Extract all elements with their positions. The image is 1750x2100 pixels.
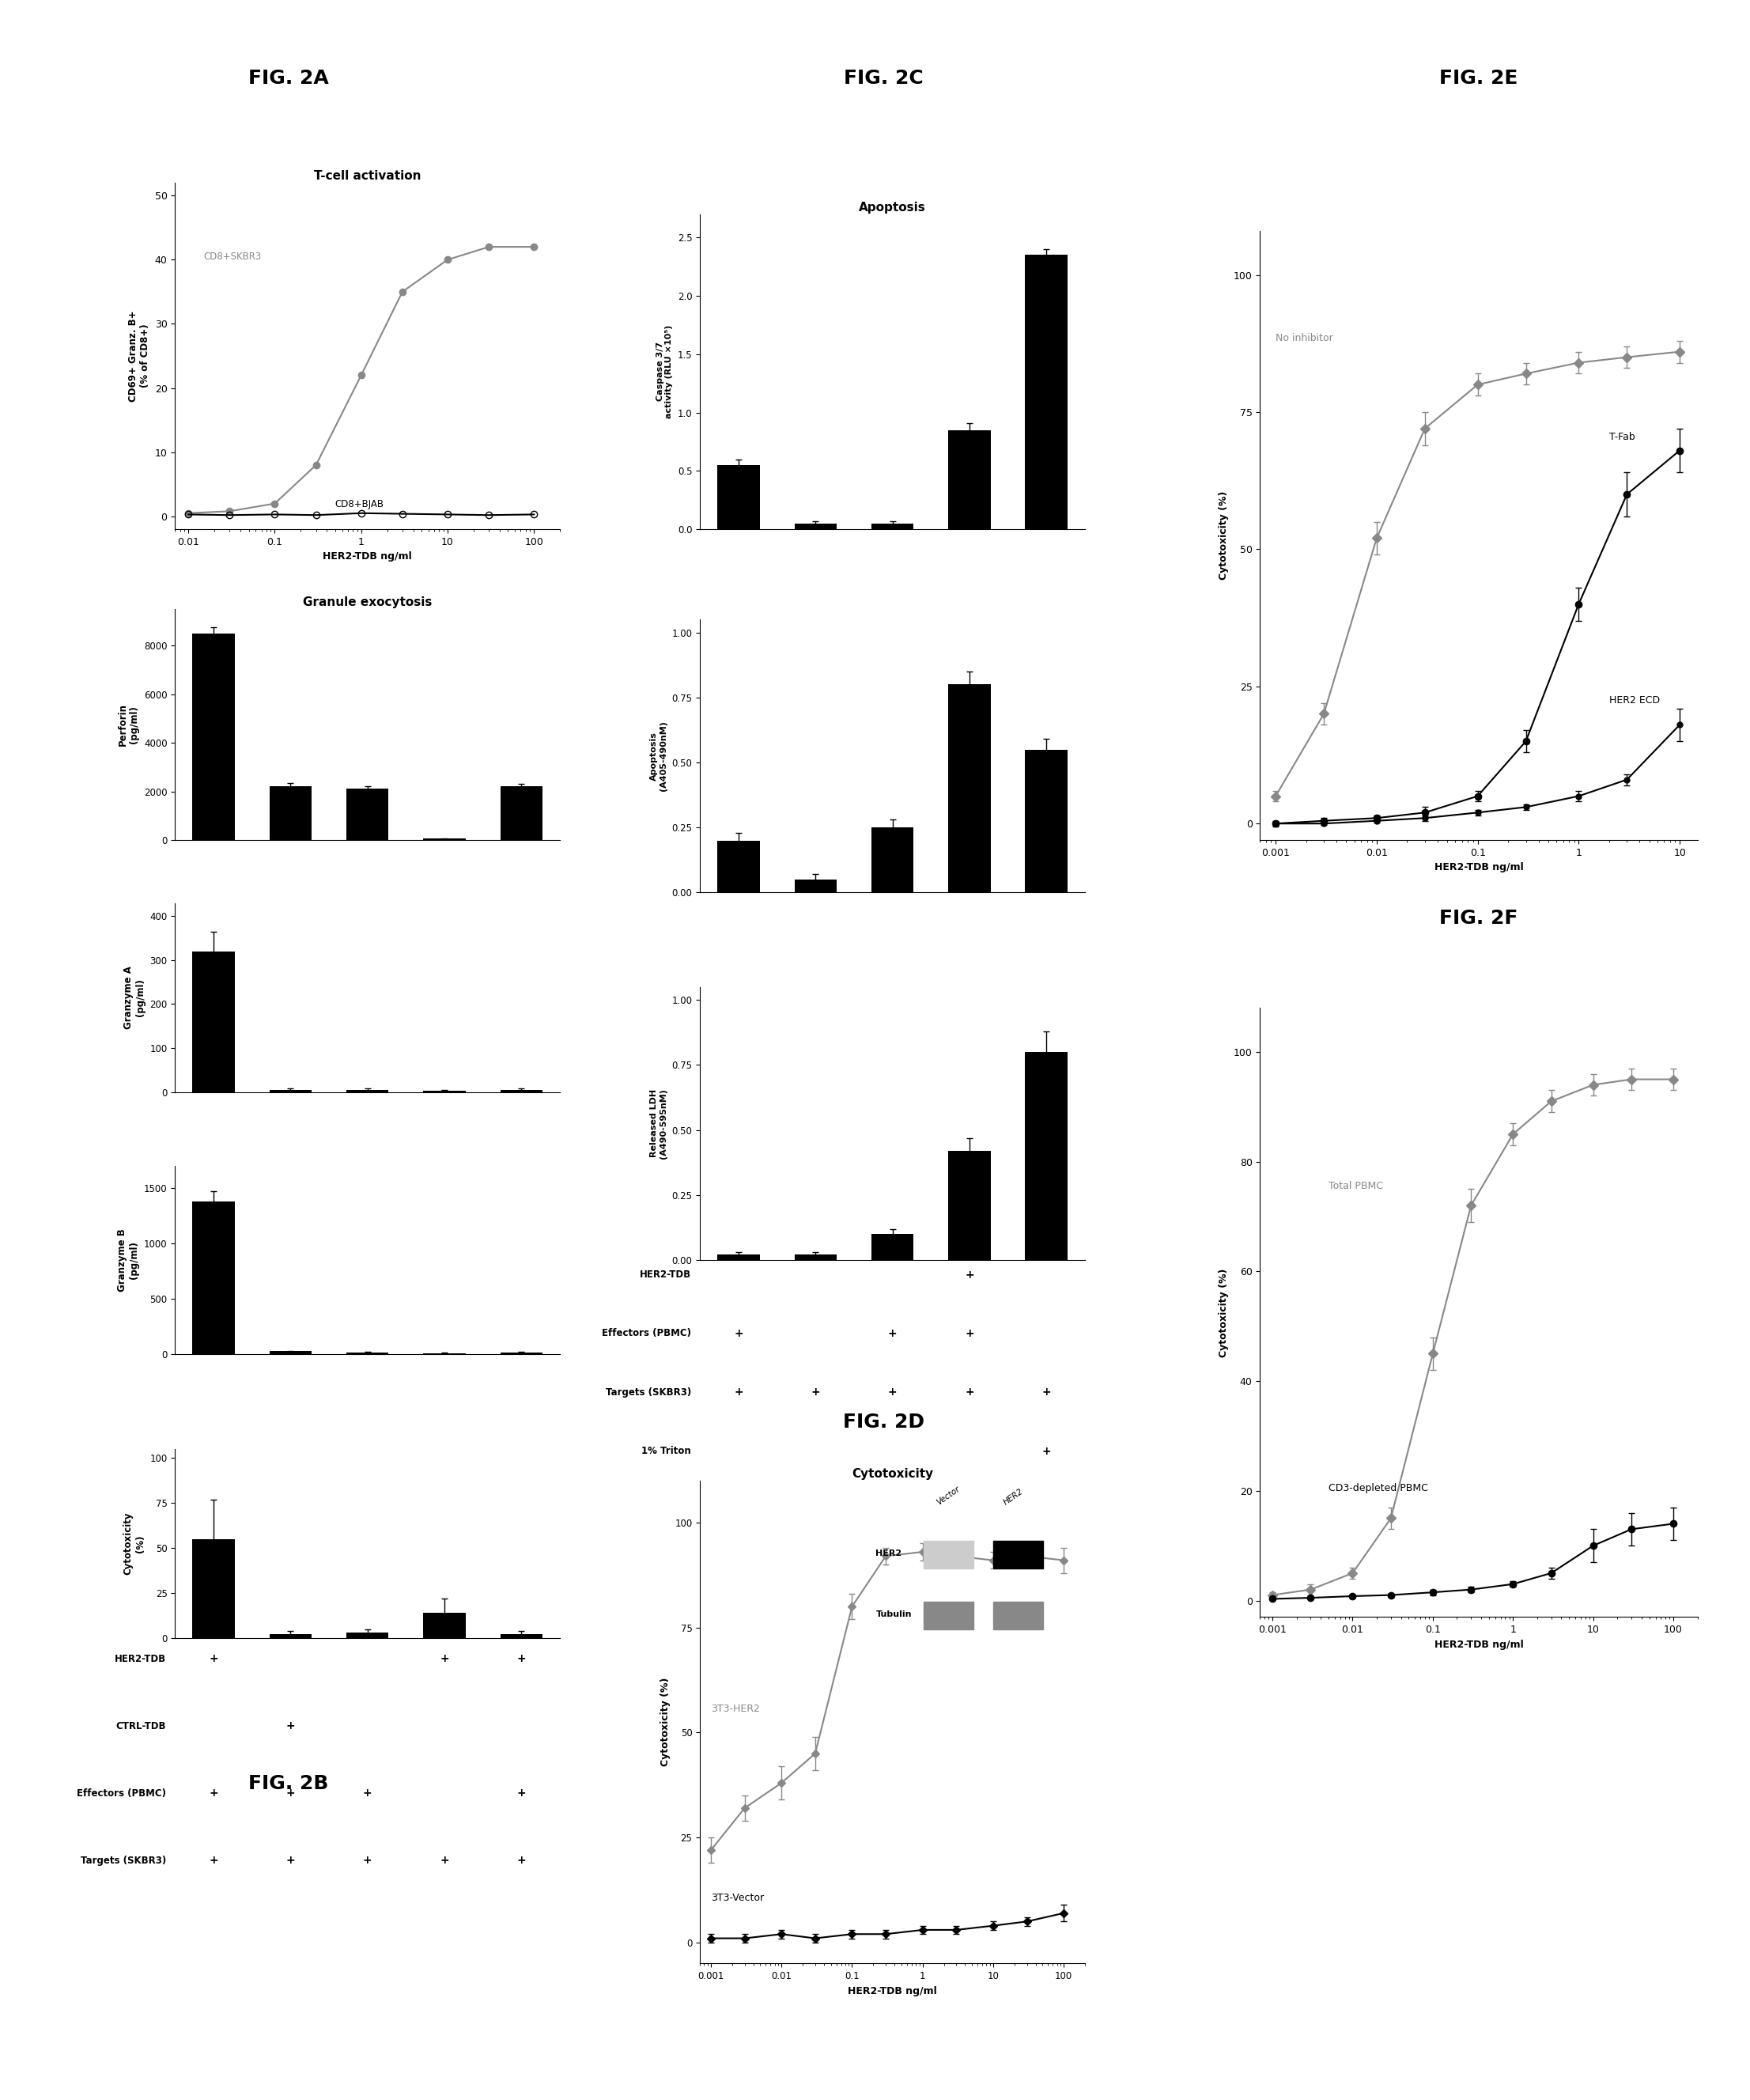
Text: HER2-TDB: HER2-TDB <box>640 1270 691 1279</box>
Bar <box>872 827 914 892</box>
Title: Apoptosis: Apoptosis <box>859 202 926 214</box>
Y-axis label: Granzyme A
(pg/ml): Granzyme A (pg/ml) <box>123 966 145 1029</box>
Text: FIG. 2C: FIG. 2C <box>844 69 924 88</box>
Text: +: + <box>208 1787 219 1800</box>
Bar <box>500 1352 542 1354</box>
Bar <box>718 464 760 529</box>
Text: CD3-depleted PBMC: CD3-depleted PBMC <box>1328 1483 1428 1493</box>
Bar <box>949 685 990 892</box>
Bar <box>347 1352 388 1354</box>
Y-axis label: Apoptosis
(A405-490nM): Apoptosis (A405-490nM) <box>651 720 667 792</box>
Bar <box>192 1539 235 1638</box>
Text: +: + <box>964 1268 975 1281</box>
Bar <box>718 1256 760 1260</box>
Text: FIG. 2F: FIG. 2F <box>1440 909 1517 928</box>
X-axis label: HER2-TDB ng/ml: HER2-TDB ng/ml <box>1435 863 1522 874</box>
Text: +: + <box>516 1653 527 1665</box>
Bar <box>192 1201 235 1354</box>
Bar <box>347 1090 388 1092</box>
Text: Targets (SKBR3): Targets (SKBR3) <box>606 1388 691 1397</box>
X-axis label: HER2-TDB ng/ml: HER2-TDB ng/ml <box>324 552 411 563</box>
Y-axis label: Cytotoxicity (%): Cytotoxicity (%) <box>660 1678 670 1766</box>
Bar <box>500 1634 542 1638</box>
Text: T-Fab: T-Fab <box>1608 433 1634 441</box>
Text: FIG. 2E: FIG. 2E <box>1440 69 1517 88</box>
Bar <box>270 1090 312 1092</box>
Y-axis label: Cytotoxicity (%): Cytotoxicity (%) <box>1218 1268 1228 1357</box>
Bar <box>192 951 235 1092</box>
Bar <box>1026 254 1068 529</box>
Title: Cytotoxicity: Cytotoxicity <box>852 1468 933 1480</box>
Text: +: + <box>733 1386 744 1399</box>
Bar <box>270 788 312 840</box>
Y-axis label: Perforin
(pg/ml): Perforin (pg/ml) <box>117 704 140 746</box>
Bar <box>949 430 990 529</box>
Bar <box>347 1632 388 1638</box>
Text: +: + <box>285 1787 296 1800</box>
Text: CD8+BJAB: CD8+BJAB <box>336 500 385 508</box>
Text: +: + <box>1041 1386 1052 1399</box>
Bar <box>270 1350 312 1354</box>
Bar <box>872 1235 914 1260</box>
Bar <box>794 1256 836 1260</box>
Bar <box>347 790 388 840</box>
Y-axis label: Released LDH
(A490-595nM): Released LDH (A490-595nM) <box>651 1088 667 1159</box>
Text: Total PBMC: Total PBMC <box>1328 1180 1382 1191</box>
Text: CTRL-TDB: CTRL-TDB <box>116 1722 166 1730</box>
X-axis label: HER2-TDB ng/ml: HER2-TDB ng/ml <box>849 1987 936 1997</box>
Text: +: + <box>362 1854 373 1867</box>
Text: +: + <box>439 1653 450 1665</box>
Text: +: + <box>1041 1445 1052 1457</box>
Text: +: + <box>516 1854 527 1867</box>
Y-axis label: Cytotoxicity
(%): Cytotoxicity (%) <box>123 1512 145 1575</box>
Text: HER2 ECD: HER2 ECD <box>1608 695 1659 706</box>
Bar <box>872 523 914 529</box>
Bar <box>1026 1052 1068 1260</box>
Text: +: + <box>439 1854 450 1867</box>
Bar <box>794 523 836 529</box>
Text: Effectors (PBMC): Effectors (PBMC) <box>602 1329 691 1338</box>
Text: HER2-TDB: HER2-TDB <box>116 1655 166 1663</box>
Text: +: + <box>964 1386 975 1399</box>
Bar <box>270 1634 312 1638</box>
X-axis label: HER2-TDB ng/ml: HER2-TDB ng/ml <box>1435 1640 1522 1651</box>
Text: +: + <box>516 1787 527 1800</box>
Text: +: + <box>362 1787 373 1800</box>
Bar <box>718 840 760 892</box>
Text: +: + <box>810 1386 821 1399</box>
Bar <box>949 1151 990 1260</box>
Title: T-cell activation: T-cell activation <box>313 170 422 183</box>
Bar <box>423 1613 466 1638</box>
Title: Granule exocytosis: Granule exocytosis <box>303 596 432 609</box>
Text: +: + <box>887 1386 898 1399</box>
Text: FIG. 2A: FIG. 2A <box>248 69 329 88</box>
Text: Targets (SKBR3): Targets (SKBR3) <box>80 1856 166 1865</box>
Text: +: + <box>733 1327 744 1340</box>
Bar <box>1026 750 1068 892</box>
Text: No inhibitor: No inhibitor <box>1276 332 1334 342</box>
Y-axis label: Caspase 3/7
activity (RLU ×10⁵): Caspase 3/7 activity (RLU ×10⁵) <box>656 326 674 418</box>
Text: 1% Triton: 1% Triton <box>642 1447 691 1455</box>
Text: Effectors (PBMC): Effectors (PBMC) <box>77 1789 166 1798</box>
Text: CD8+SKBR3: CD8+SKBR3 <box>203 252 261 262</box>
Text: +: + <box>285 1720 296 1732</box>
Bar <box>500 788 542 840</box>
Text: 3T3-HER2: 3T3-HER2 <box>711 1703 760 1714</box>
Text: +: + <box>208 1854 219 1867</box>
Text: +: + <box>887 1327 898 1340</box>
Text: +: + <box>285 1854 296 1867</box>
Bar <box>794 880 836 892</box>
Y-axis label: Cytotoxicity (%): Cytotoxicity (%) <box>1218 491 1228 580</box>
Bar <box>500 1090 542 1092</box>
Text: 3T3-Vector: 3T3-Vector <box>711 1892 765 1903</box>
Y-axis label: CD69+ Granz. B+
(% of CD8+): CD69+ Granz. B+ (% of CD8+) <box>128 311 150 401</box>
Text: +: + <box>208 1653 219 1665</box>
Y-axis label: Granzyme B
(pg/ml): Granzyme B (pg/ml) <box>117 1228 140 1292</box>
Text: FIG. 2D: FIG. 2D <box>844 1413 924 1432</box>
Bar <box>192 634 235 840</box>
Text: +: + <box>964 1327 975 1340</box>
Text: FIG. 2B: FIG. 2B <box>248 1774 329 1793</box>
